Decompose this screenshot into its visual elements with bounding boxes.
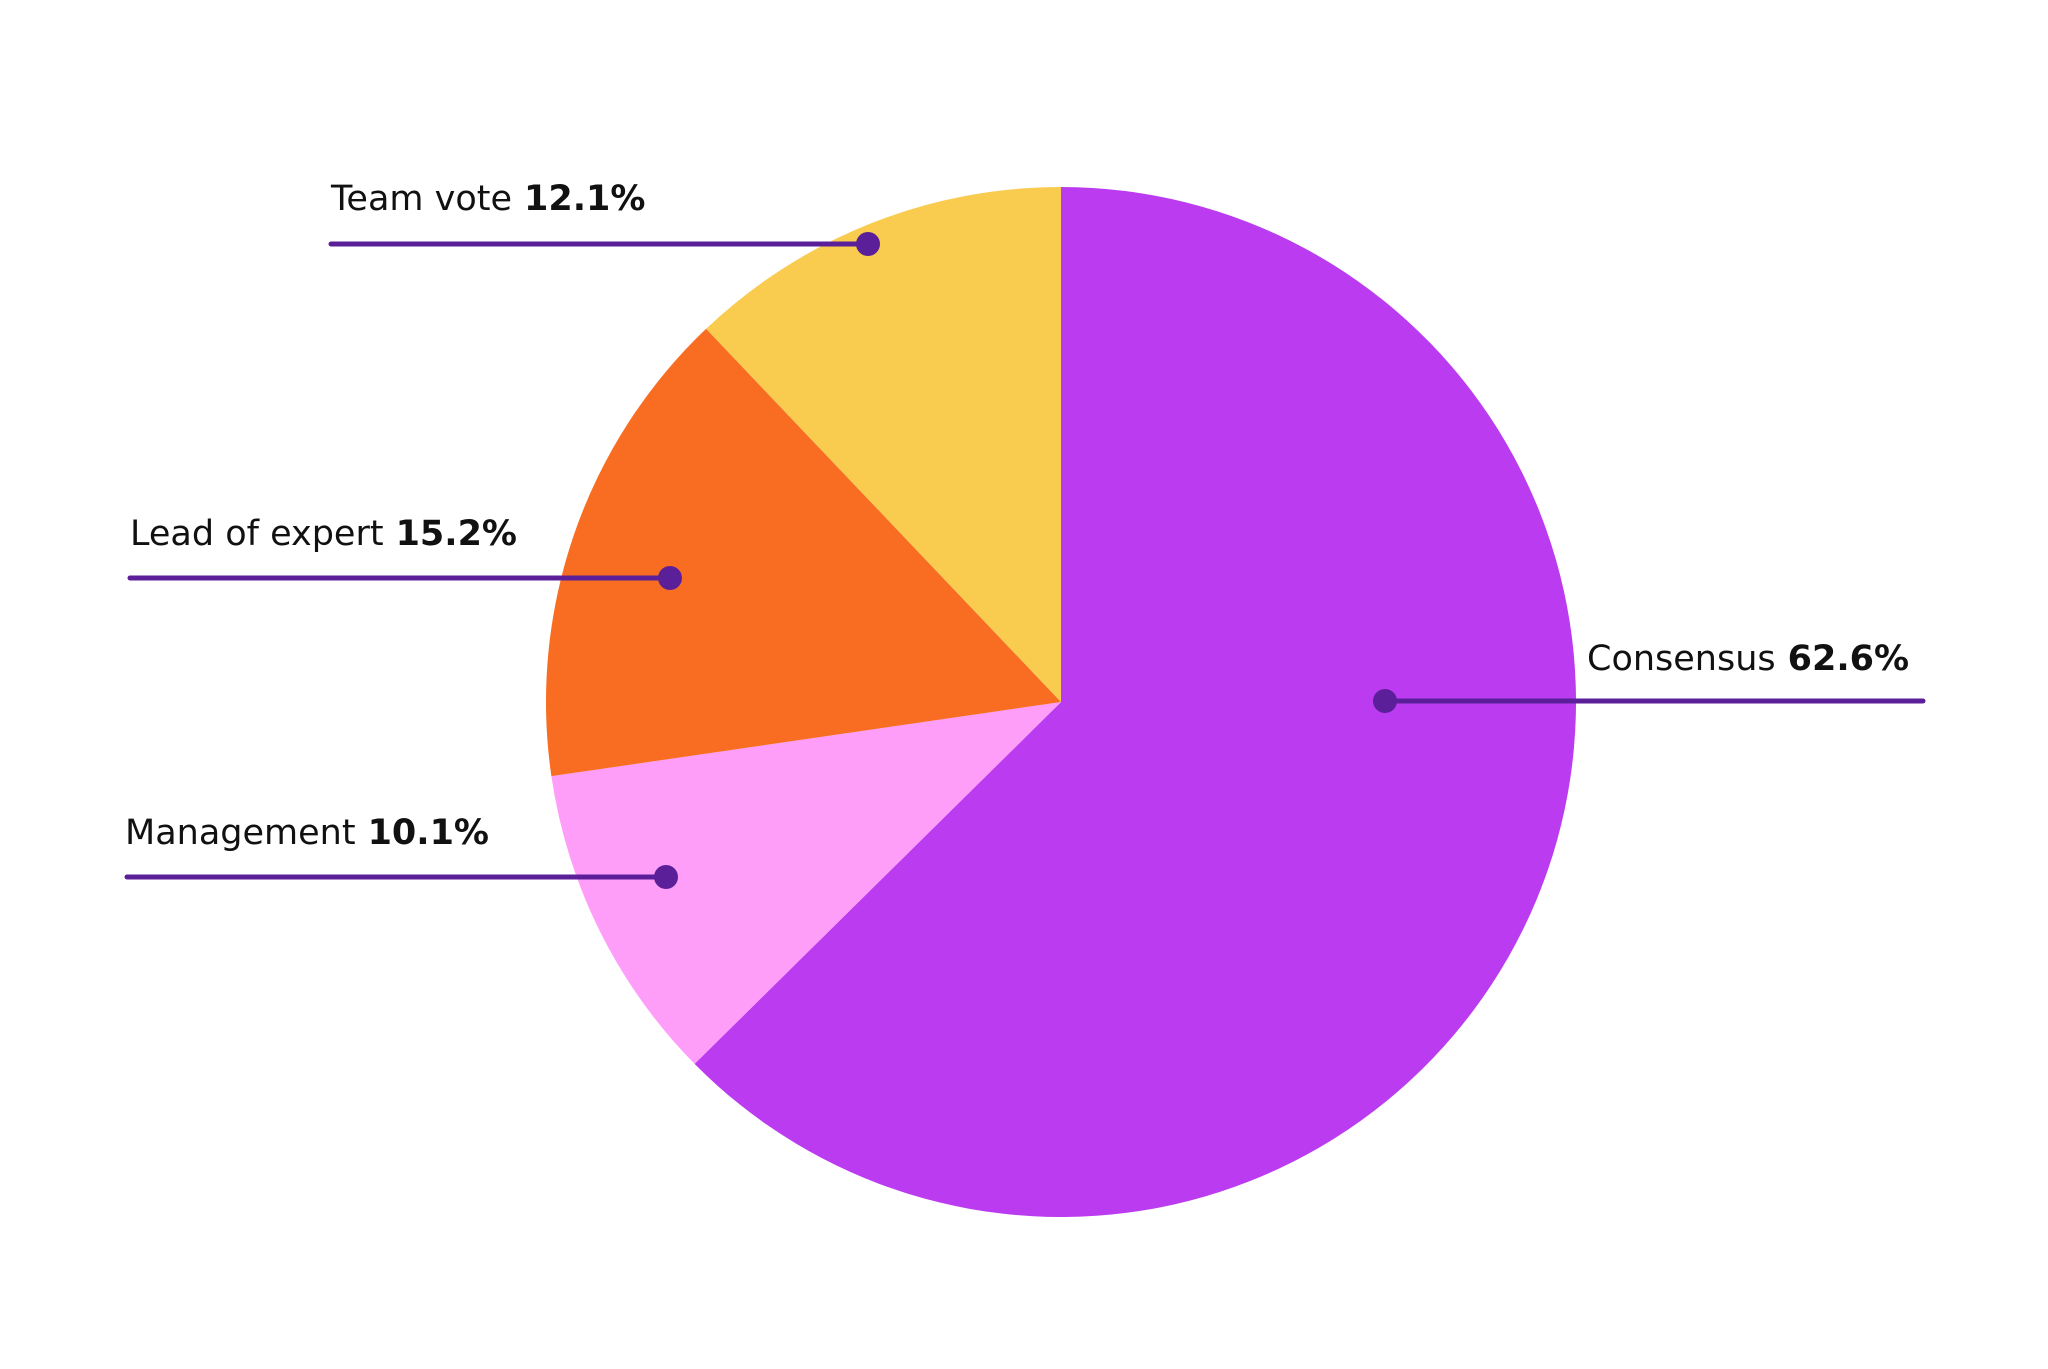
category-name: Team vote [330, 179, 512, 219]
slice-label: Team vote 12.1% [330, 179, 645, 219]
category-name: Consensus [1587, 639, 1776, 679]
leader-dot [1373, 689, 1397, 713]
leader-dot [856, 232, 880, 256]
leader-dot [654, 865, 678, 889]
slice-label: Lead of expert 15.2% [130, 514, 517, 554]
value-label: 62.6% [1788, 639, 1909, 679]
leader-dot [658, 566, 682, 590]
category-name: Lead of expert [130, 514, 384, 554]
category-name: Management [125, 813, 356, 853]
pie-slice [706, 187, 1061, 702]
pie-slice [546, 328, 1061, 777]
pie-slice [551, 702, 1061, 1064]
slice-label: Consensus 62.6% [1587, 639, 1909, 679]
value-label: 12.1% [524, 179, 645, 219]
value-label: 10.1% [368, 813, 489, 853]
slice-label: Management 10.1% [125, 813, 489, 853]
pie-slice [694, 187, 1577, 1217]
value-label: 15.2% [396, 514, 517, 554]
